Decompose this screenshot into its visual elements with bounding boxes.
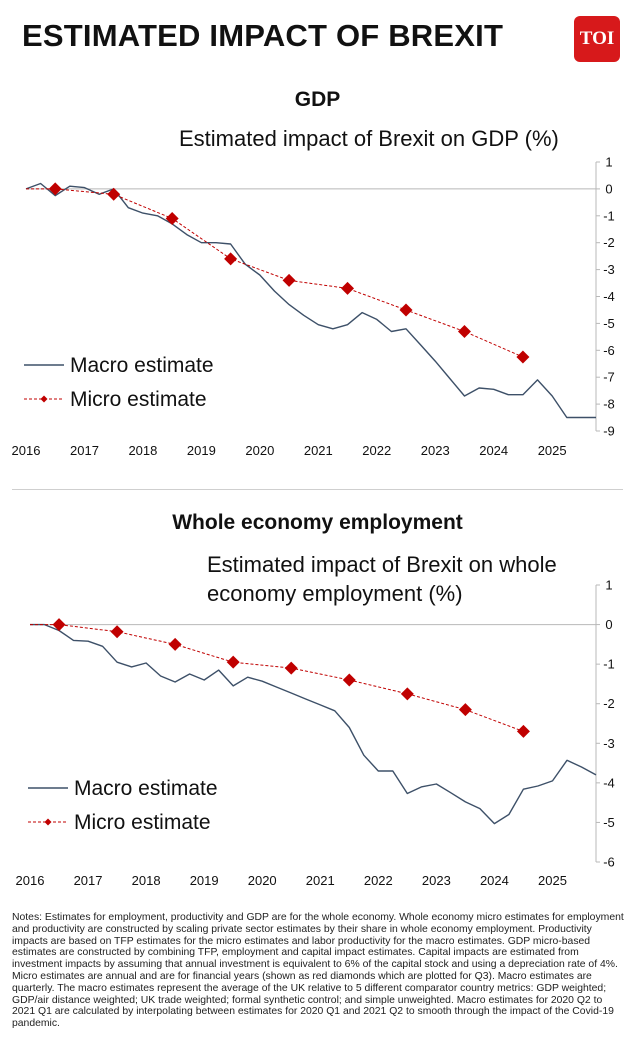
- y-tick-label: -4: [603, 289, 615, 304]
- y-tick-label: 0: [605, 617, 612, 632]
- x-tick-label: 2023: [421, 443, 450, 458]
- x-tick-label: 2024: [479, 443, 508, 458]
- x-tick-label: 2018: [128, 443, 157, 458]
- x-tick-label: 2022: [362, 443, 391, 458]
- y-tick-label: -2: [603, 696, 615, 711]
- y-tick-label: -9: [603, 424, 615, 439]
- x-tick-label: 2018: [132, 873, 161, 888]
- legend-macro-label: Macro estimate: [70, 354, 214, 377]
- x-tick-label: 2019: [187, 443, 216, 458]
- y-tick-label: -6: [603, 343, 615, 358]
- micro-point: [342, 673, 356, 687]
- micro-point: [284, 661, 298, 675]
- x-tick-label: 2022: [364, 873, 393, 888]
- x-tick-label: 2021: [304, 443, 333, 458]
- micro-point: [224, 252, 238, 266]
- employment-section-title: Whole economy employment: [172, 511, 463, 534]
- micro-point: [341, 281, 355, 295]
- micro-series-line: [30, 624, 524, 732]
- y-tick-label: 1: [605, 578, 612, 593]
- headline: ESTIMATED IMPACT OF BREXIT: [22, 18, 504, 53]
- toi-logo[interactable]: TOI: [574, 16, 620, 62]
- micro-point: [168, 637, 182, 651]
- y-tick-label: -5: [603, 815, 615, 830]
- x-tick-label: 2017: [74, 873, 103, 888]
- micro-point: [282, 273, 296, 287]
- x-tick-label: 2021: [306, 873, 335, 888]
- y-tick-label: -6: [603, 855, 615, 870]
- gdp-chart: 1 0 -1 -2 -3 -4 -5 -6 -7 -8 -9 2016 2017 2018 2019 2020…: [12, 155, 615, 459]
- x-tick-label: 2025: [538, 443, 567, 458]
- x-tick-label: 2023: [422, 873, 451, 888]
- x-tick-label: 2017: [70, 443, 99, 458]
- section-divider: [12, 489, 623, 490]
- micro-point: [107, 187, 121, 201]
- y-tick-label: -7: [603, 370, 615, 385]
- y-tick-label: -1: [603, 657, 615, 672]
- employment-chart: 1 0 -1 -2 -3 -4 -5 -6 2016 2017 2018 2019 2020 2021 20…: [16, 578, 615, 889]
- micro-point: [110, 625, 124, 639]
- micro-point: [516, 350, 530, 364]
- micro-series-line: [26, 188, 524, 358]
- y-tick-label: -4: [603, 775, 615, 790]
- micro-point: [48, 182, 62, 196]
- x-tick-label: 2016: [12, 443, 41, 458]
- y-tick-label: 1: [605, 155, 612, 170]
- x-tick-label: 2025: [538, 873, 567, 888]
- x-tick-label: 2019: [190, 873, 219, 888]
- legend-micro-label: Micro estimate: [74, 811, 211, 834]
- y-tick-label: -5: [603, 316, 615, 331]
- micro-point: [457, 324, 471, 338]
- legend-micro-marker: [44, 818, 52, 826]
- legend-macro-label: Macro estimate: [74, 777, 218, 800]
- micro-point: [516, 724, 530, 738]
- legend-micro-marker: [40, 395, 48, 403]
- micro-point: [399, 303, 413, 317]
- y-tick-label: -8: [603, 397, 615, 412]
- y-tick-label: -3: [603, 262, 615, 277]
- employment-chart-title-line-2: economy employment (%): [207, 581, 463, 606]
- micro-point: [165, 211, 179, 225]
- y-tick-label: -2: [603, 235, 615, 250]
- y-tick-label: -3: [603, 736, 615, 751]
- gdp-chart-title: Estimated impact of Brexit on GDP (%): [179, 126, 559, 151]
- micro-point: [400, 687, 414, 701]
- footnote-notes: Notes: Estimates for employment, product…: [12, 912, 624, 1030]
- legend-micro-label: Micro estimate: [70, 388, 207, 411]
- y-tick-label: 0: [605, 181, 612, 196]
- macro-series-line: [25, 182, 596, 419]
- macro-series-line: [30, 623, 597, 825]
- micro-point: [458, 703, 472, 717]
- x-tick-label: 2024: [480, 873, 509, 888]
- employment-chart-title: Estimated impact of Brexit on whole econ…: [207, 550, 557, 608]
- x-tick-label: 2016: [16, 873, 45, 888]
- x-tick-label: 2020: [248, 873, 277, 888]
- employment-chart-title-line-1: Estimated impact of Brexit on whole: [207, 552, 557, 577]
- micro-point: [52, 618, 66, 632]
- gdp-section-title: GDP: [294, 88, 341, 111]
- micro-point: [226, 655, 240, 669]
- x-tick-label: 2020: [245, 443, 274, 458]
- y-tick-label: -1: [603, 208, 615, 223]
